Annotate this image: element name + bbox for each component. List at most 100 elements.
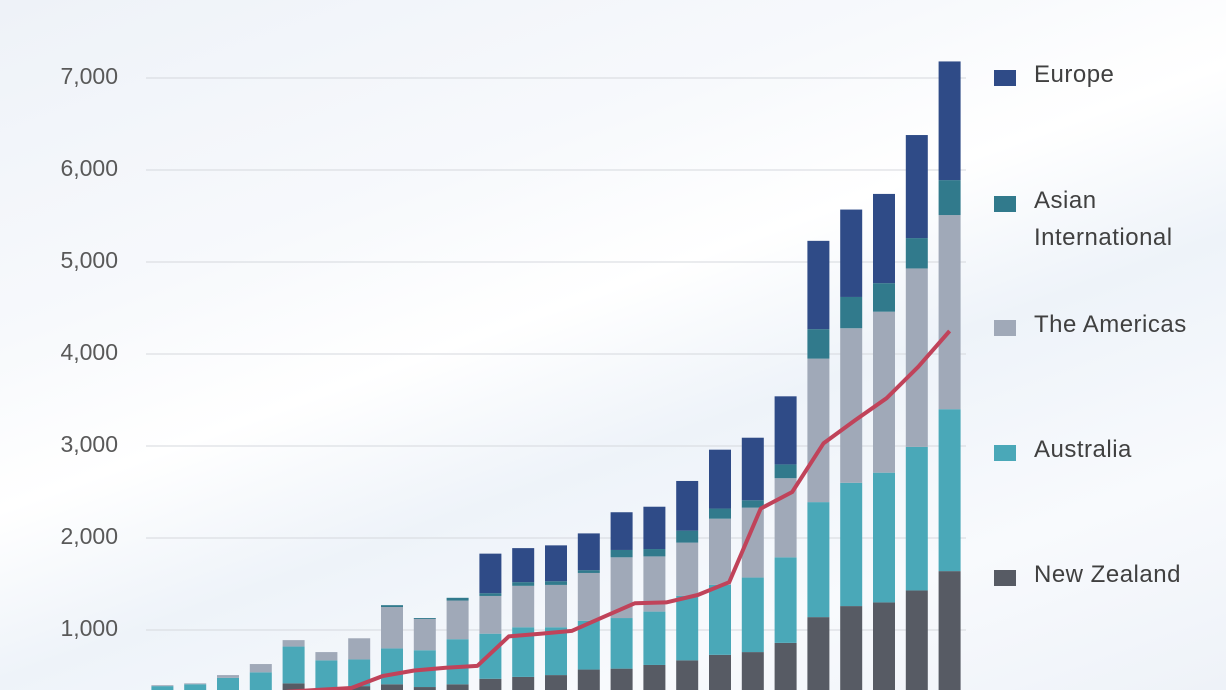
bar-segment (807, 358, 830, 503)
legend-item: New Zealand (994, 561, 1224, 593)
bar-segment (545, 627, 567, 676)
bar-segment (873, 311, 895, 473)
bar-segment (577, 533, 600, 571)
bar-segment (807, 329, 830, 359)
bar-segment (413, 618, 436, 651)
bar-segment (709, 654, 731, 690)
bar-segment (512, 548, 535, 583)
bar-segment (741, 500, 764, 508)
bar-segment (577, 669, 600, 690)
legend-swatch (994, 445, 1016, 461)
bar-segment (905, 135, 928, 239)
bar-segment (873, 283, 895, 312)
bar-segment (217, 677, 239, 690)
bar-segment (873, 472, 895, 603)
bar-segment (643, 664, 666, 690)
bar-segment (512, 676, 535, 690)
bar-segment (381, 648, 403, 685)
legend-swatch (994, 196, 1016, 212)
bar-segment (446, 597, 469, 601)
bar-segment (938, 571, 961, 690)
bar-segment (905, 590, 928, 690)
bar-segment (381, 684, 403, 690)
bar-segment (381, 607, 403, 649)
legend-label: Asian International (1034, 187, 1173, 251)
bar-segment (446, 600, 469, 640)
bar-segment (676, 480, 699, 531)
bar-segment (840, 606, 863, 690)
bar-segment (282, 646, 305, 684)
bar-segment (807, 240, 830, 330)
legend-label: The Americas (1034, 311, 1187, 338)
bar-segment (282, 683, 305, 690)
bar-segment (413, 687, 436, 690)
legend-item: Europe (994, 61, 1224, 93)
bar-segment (709, 518, 731, 585)
bar-segment (873, 193, 895, 284)
bar-segment (348, 659, 371, 687)
bar-segment (643, 611, 666, 665)
bar-segment (709, 449, 731, 509)
bar-segment (577, 620, 600, 670)
bar-segment (840, 328, 863, 483)
bar-segment (676, 660, 699, 690)
bar-segment (807, 617, 830, 690)
bar-segment (479, 553, 502, 594)
bar-segment (184, 684, 207, 690)
bar-segment (479, 595, 502, 634)
bar-segment (479, 593, 502, 596)
bar-segment (479, 678, 502, 690)
bar-segment (610, 549, 633, 558)
bar-segment (840, 482, 863, 607)
legend-item: The Americas (994, 311, 1224, 343)
bar-segment (610, 618, 633, 669)
bar-segment (413, 618, 436, 619)
legend-item: Asian International (994, 187, 1224, 256)
bar-segment (610, 668, 633, 690)
y-tick-label: 6,000 (60, 155, 118, 181)
bar-segment (446, 639, 469, 685)
bar-segment (709, 508, 731, 519)
bar-segment (676, 595, 699, 661)
bar-segment (249, 664, 272, 673)
bar-segment (905, 268, 928, 447)
bar-segment (545, 581, 567, 585)
bar-segment (545, 675, 567, 690)
bar-segment (676, 530, 699, 543)
bar-segment (643, 549, 666, 557)
bar-segment (512, 582, 535, 586)
bar-segment (512, 627, 535, 677)
bar-segment (840, 209, 863, 297)
bar-segment (151, 686, 174, 690)
bar-segment (774, 642, 797, 690)
line (285, 329, 952, 690)
bar-segment (282, 640, 305, 647)
bar-segment (741, 577, 764, 653)
legend-label: Europe (1034, 61, 1115, 88)
y-tick-label: 3,000 (60, 431, 118, 457)
bar-segment (348, 638, 371, 660)
bar-segment (643, 506, 666, 550)
bar-segment (577, 570, 600, 573)
bar-segment (348, 686, 371, 690)
bar-segment (840, 296, 863, 329)
y-tick-label: 2,000 (60, 523, 118, 549)
bar-segment (938, 180, 961, 216)
bar-segment (381, 605, 403, 607)
bar-segment (905, 238, 928, 269)
legend-label: New Zealand (1034, 561, 1181, 588)
bar-segment (774, 557, 797, 643)
legend-swatch (994, 70, 1016, 86)
bar-segment (577, 572, 600, 621)
bar-segment (774, 464, 797, 479)
bar-segment (741, 652, 764, 690)
bar-segment (905, 446, 928, 591)
bar-segment (545, 584, 567, 628)
bar-segment (873, 602, 895, 690)
bar-segment (741, 507, 764, 578)
y-tick-label: 7,000 (60, 63, 118, 89)
bar-segment (676, 542, 699, 596)
bar-segment (938, 61, 961, 181)
bar-segment (938, 215, 961, 410)
